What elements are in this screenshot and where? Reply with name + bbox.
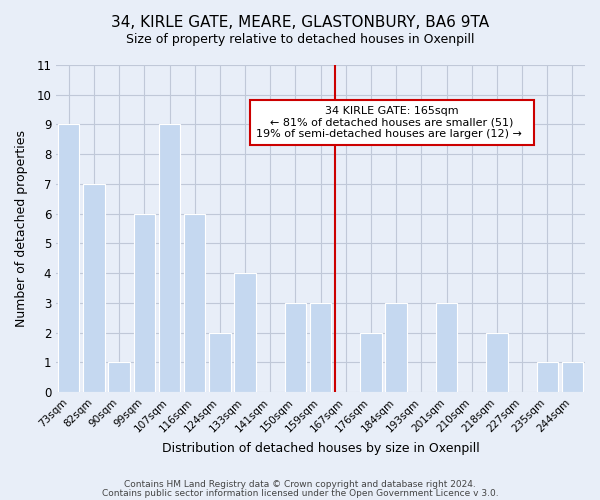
Bar [360,332,382,392]
Bar [562,362,583,392]
Y-axis label: Number of detached properties: Number of detached properties [15,130,28,327]
Text: Contains public sector information licensed under the Open Government Licence v : Contains public sector information licen… [101,489,499,498]
Bar [486,332,508,392]
Text: Size of property relative to detached houses in Oxenpill: Size of property relative to detached ho… [126,32,474,46]
Bar [310,303,331,392]
Bar [209,332,230,392]
Bar [385,303,407,392]
Text: 34 KIRLE GATE: 165sqm  
← 81% of detached houses are smaller (51)
19% of semi-de: 34 KIRLE GATE: 165sqm ← 81% of detached … [256,106,529,139]
Bar [235,273,256,392]
Bar [109,362,130,392]
Bar [83,184,104,392]
Text: Contains HM Land Registry data © Crown copyright and database right 2024.: Contains HM Land Registry data © Crown c… [124,480,476,489]
Bar [536,362,558,392]
X-axis label: Distribution of detached houses by size in Oxenpill: Distribution of detached houses by size … [162,442,479,455]
Bar [58,124,79,392]
Bar [285,303,306,392]
Bar [159,124,180,392]
Bar [436,303,457,392]
Text: 34, KIRLE GATE, MEARE, GLASTONBURY, BA6 9TA: 34, KIRLE GATE, MEARE, GLASTONBURY, BA6 … [111,15,489,30]
Bar [134,214,155,392]
Bar [184,214,205,392]
